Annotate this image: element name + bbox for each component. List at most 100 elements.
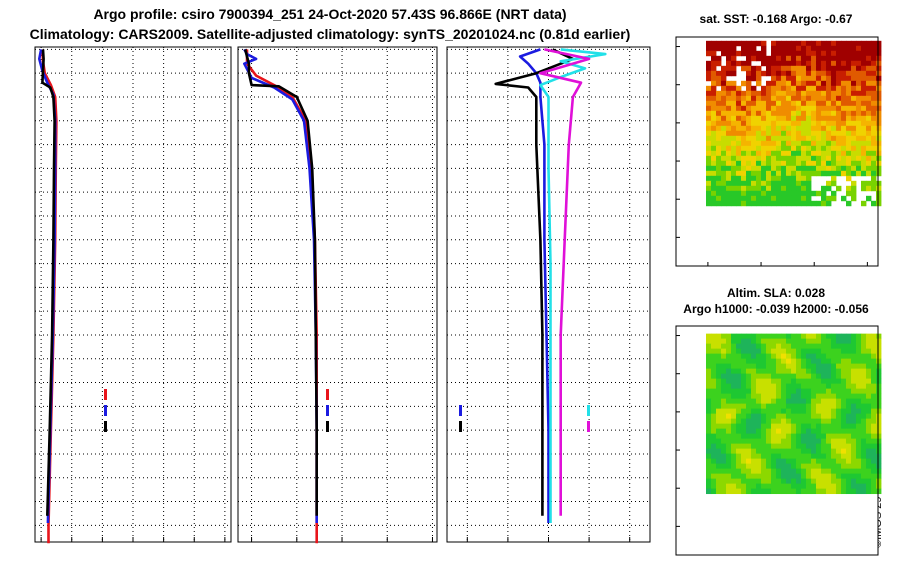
map-cell bbox=[711, 150, 717, 157]
map-cell bbox=[811, 488, 817, 495]
map-cell bbox=[786, 75, 792, 82]
map-cell bbox=[871, 45, 877, 52]
map-cell bbox=[766, 65, 772, 72]
map-cell bbox=[721, 90, 727, 97]
map-cell bbox=[766, 483, 772, 490]
map-cell bbox=[831, 190, 837, 197]
map-cell bbox=[841, 488, 847, 495]
map-cell bbox=[756, 75, 762, 82]
map-cell bbox=[861, 150, 867, 157]
map-cell bbox=[861, 343, 867, 350]
map-cell bbox=[726, 95, 732, 102]
map-cell bbox=[836, 65, 842, 72]
map-cell bbox=[731, 105, 737, 112]
map-cell bbox=[756, 140, 762, 147]
series-line-temperature-argo bbox=[494, 48, 575, 516]
map-cell bbox=[846, 363, 852, 370]
map-cell bbox=[711, 55, 717, 62]
map-cell bbox=[791, 423, 797, 430]
map-cell bbox=[786, 45, 792, 52]
map-cell bbox=[736, 368, 742, 375]
map-cell bbox=[871, 333, 877, 340]
map-cell bbox=[861, 115, 867, 122]
map-cell bbox=[826, 343, 832, 350]
map-cell bbox=[706, 165, 712, 172]
map-cell bbox=[731, 453, 737, 460]
map-cell bbox=[831, 130, 837, 137]
map-cell bbox=[786, 70, 792, 77]
map-cell bbox=[751, 130, 757, 137]
map-cell bbox=[861, 478, 867, 485]
map-cell bbox=[866, 105, 872, 112]
map-cell bbox=[826, 383, 832, 390]
map-cell bbox=[776, 100, 782, 107]
map-cell bbox=[851, 448, 857, 455]
map-cell bbox=[741, 65, 747, 72]
map-cell bbox=[761, 378, 767, 385]
map-cell bbox=[716, 443, 722, 450]
map-cell bbox=[786, 200, 792, 207]
map-cell bbox=[871, 90, 877, 97]
map-cell bbox=[851, 85, 857, 92]
map-cell bbox=[766, 180, 772, 187]
map-cell bbox=[801, 483, 807, 490]
map-cell bbox=[786, 40, 792, 47]
map-cell bbox=[826, 135, 832, 142]
map-cell bbox=[866, 478, 872, 485]
map-cell bbox=[736, 195, 742, 202]
map-cell bbox=[876, 418, 882, 425]
map-cell bbox=[786, 50, 792, 57]
map-cell bbox=[726, 125, 732, 132]
map-cell bbox=[761, 478, 767, 485]
map-cell bbox=[846, 473, 852, 480]
map-cell bbox=[766, 338, 772, 345]
map-cell bbox=[866, 130, 872, 137]
map-cell bbox=[741, 463, 747, 470]
map-cell bbox=[706, 145, 712, 152]
map-cell bbox=[836, 398, 842, 405]
map-cell bbox=[871, 55, 877, 62]
map-cell bbox=[871, 85, 877, 92]
map-cell bbox=[826, 338, 832, 345]
map-cell bbox=[751, 145, 757, 152]
map-cell bbox=[801, 155, 807, 162]
map-cell bbox=[761, 85, 767, 92]
map-cell bbox=[716, 155, 722, 162]
map-cell bbox=[826, 180, 832, 187]
map-cell bbox=[811, 473, 817, 480]
map-cell bbox=[756, 333, 762, 340]
map-cell bbox=[841, 348, 847, 355]
map-cell bbox=[861, 423, 867, 430]
map-cell bbox=[836, 488, 842, 495]
map-cell bbox=[746, 145, 752, 152]
map-cell bbox=[776, 85, 782, 92]
map-cell bbox=[786, 65, 792, 72]
map-cell bbox=[841, 60, 847, 67]
map-cell bbox=[861, 408, 867, 415]
map-cell bbox=[716, 105, 722, 112]
map-cell bbox=[756, 190, 762, 197]
map-cell bbox=[706, 105, 712, 112]
map-cell bbox=[736, 488, 742, 495]
map-cell bbox=[776, 170, 782, 177]
map-cell bbox=[871, 488, 877, 495]
map-cell bbox=[851, 160, 857, 167]
map-cell bbox=[841, 383, 847, 390]
map-cell bbox=[731, 488, 737, 495]
map-cell bbox=[771, 343, 777, 350]
map-cell bbox=[751, 483, 757, 490]
map-cell bbox=[861, 413, 867, 420]
map-cell bbox=[871, 388, 877, 395]
map-cell bbox=[771, 185, 777, 192]
map-cell bbox=[796, 408, 802, 415]
map-cell bbox=[806, 483, 812, 490]
map-cell bbox=[861, 463, 867, 470]
map-cell bbox=[781, 413, 787, 420]
map-cell bbox=[861, 468, 867, 475]
map-cell bbox=[726, 145, 732, 152]
map-cell bbox=[721, 105, 727, 112]
map-cell bbox=[851, 373, 857, 380]
map-cell bbox=[866, 55, 872, 62]
map-cell bbox=[726, 378, 732, 385]
map-cell bbox=[771, 80, 777, 87]
